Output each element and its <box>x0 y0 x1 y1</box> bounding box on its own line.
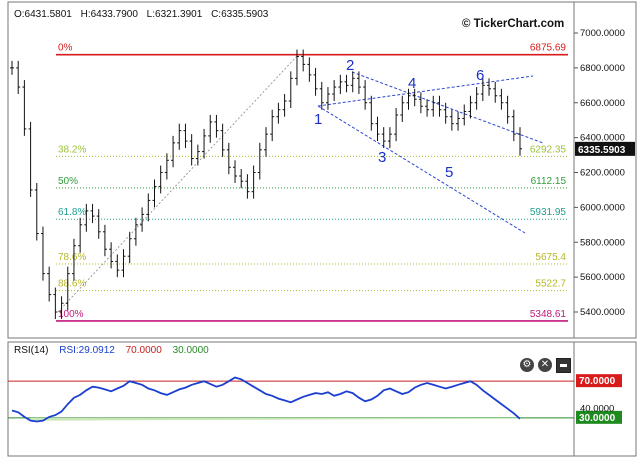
brand-watermark: © TickerChart.com <box>462 18 565 30</box>
gear-icon[interactable]: ⚙ <box>520 358 534 372</box>
fib-level-value: 5522.7 <box>535 279 566 290</box>
price-axis-tick: 6000.0000 <box>580 202 625 213</box>
trend-lines[interactable] <box>57 54 544 313</box>
fib-level-value: 6875.69 <box>530 43 567 54</box>
rsi-upper-badge <box>576 374 622 388</box>
rsi-axis-tick: 40.0000 <box>580 404 614 415</box>
price-axis <box>573 1 637 339</box>
upper-channel-line <box>351 71 544 144</box>
price-pane[interactable] <box>7 1 575 339</box>
fib-level-value: 5931.95 <box>530 207 567 218</box>
price-axis-tick: 5400.0000 <box>580 307 625 318</box>
rsi-pane[interactable] <box>7 341 575 457</box>
close-value: C:6335.5903 <box>211 9 269 20</box>
price-axis-tick: 6200.0000 <box>580 168 625 179</box>
rsi-lower-badge-text: 30.0000 <box>579 413 616 424</box>
price-axis-tick: 5600.0000 <box>580 272 625 283</box>
rsi-upper-badge-text: 70.0000 <box>579 376 616 387</box>
ohlc-readout: O:6431.5801 H:6433.7900 L:6321.3901 C:63… <box>14 9 274 20</box>
rsi-title: RSI(14) <box>14 345 49 356</box>
rsi-lower-badge <box>576 410 622 424</box>
wedge-top-line <box>317 75 534 107</box>
price-axis-ticks: 7000.0000 6800.0000 6600.0000 6400.0000 6200… <box>574 28 635 318</box>
current-price-label: 6335.5903 <box>578 145 626 156</box>
wave-label-5: 5 <box>445 164 453 181</box>
price-axis-tick: 6800.0000 <box>580 63 625 74</box>
wave-label-1: 1 <box>314 111 322 128</box>
wave-labels: 1 2 3 4 5 6 <box>314 57 484 181</box>
fib-level-pct: 50% <box>58 176 78 187</box>
price-axis-tick: 7000.0000 <box>580 28 625 39</box>
low-value: L:6321.3901 <box>146 9 203 20</box>
fib-level-pct: 100% <box>58 309 84 320</box>
fib-level-pct: 61.8% <box>58 207 86 218</box>
rsi-header: RSI(14) RSI:29.0912 70.0000 30.0000 <box>14 345 217 356</box>
price-series <box>10 49 522 319</box>
wave-label-6: 6 <box>476 67 484 84</box>
price-axis-tick: 5800.0000 <box>580 237 625 248</box>
price-axis-tick: 6400.0000 <box>580 133 625 144</box>
rsi-value: RSI:29.0912 <box>59 345 115 356</box>
fib-anchor-line <box>57 54 299 313</box>
fib-level-pct: 88.6% <box>58 279 86 290</box>
rsi-axis <box>573 341 637 457</box>
fib-level-pct: 38.2% <box>58 144 86 155</box>
current-price-badge <box>575 141 635 156</box>
fibonacci-retracement[interactable]: 0% 6875.69 38.2% 6292.35 50% 6112.15 61.8% 5931… <box>56 43 568 322</box>
high-value: H:6433.7900 <box>80 9 138 20</box>
fib-level-value: 6292.35 <box>530 144 567 155</box>
fib-level-value: 5348.61 <box>530 309 567 320</box>
fib-level-value: 6112.15 <box>531 176 567 187</box>
rsi-line <box>11 376 521 423</box>
open-value: O:6431.5801 <box>14 9 72 20</box>
rsi-lower-label: 30.0000 <box>172 345 209 356</box>
price-axis-tick: 6600.0000 <box>580 98 625 109</box>
wave-label-3: 3 <box>378 149 386 166</box>
rsi-upper-label: 70.0000 <box>125 345 162 356</box>
minimize-icon[interactable] <box>556 358 571 373</box>
fib-level-pct: 0% <box>58 43 73 54</box>
wave-label-4: 4 <box>408 75 416 92</box>
fib-level-value: 5675.4 <box>535 252 566 263</box>
wave-label-2: 2 <box>346 57 354 74</box>
lower-channel-line <box>317 105 526 234</box>
fib-level-pct: 78.6% <box>58 252 86 263</box>
rsi-oversold-fill <box>30 417 521 422</box>
close-icon[interactable]: ✕ <box>538 358 552 372</box>
